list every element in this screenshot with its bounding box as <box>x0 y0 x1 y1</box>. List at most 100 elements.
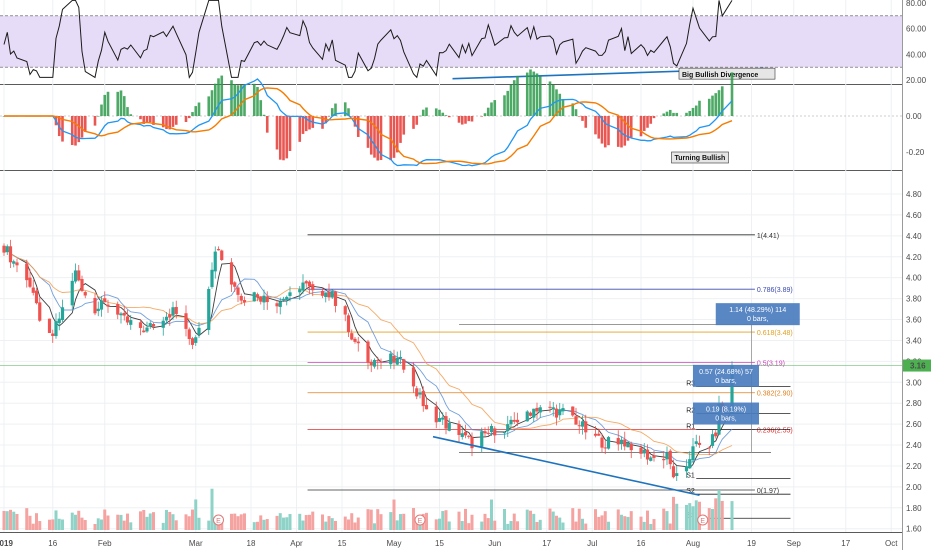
macd-histogram-bar <box>191 112 194 116</box>
candle-body <box>463 431 468 436</box>
volume-bar <box>93 523 97 530</box>
candle-body <box>233 282 237 287</box>
macd-histogram-bar <box>308 116 311 130</box>
volume-bar <box>600 515 604 530</box>
candle-body <box>262 295 266 303</box>
volume-bar <box>122 520 126 530</box>
macd-histogram-bar <box>503 95 506 116</box>
volume-bar <box>486 518 490 530</box>
volume-bar <box>577 508 581 530</box>
time-tick-label: 17 <box>542 539 551 548</box>
time-tick-label: 16 <box>48 539 57 548</box>
candle-body <box>8 246 13 263</box>
candle-body <box>252 292 256 302</box>
macd-histogram-bar <box>298 116 302 142</box>
candle-body <box>171 307 175 316</box>
volume-bar <box>301 520 305 530</box>
candle-body <box>460 433 464 437</box>
candle-body <box>714 432 718 437</box>
volume-bar <box>152 512 155 530</box>
macd-histogram-bar <box>730 72 734 116</box>
volume-bar <box>675 503 679 530</box>
macd-tick-label: -0.20 <box>906 148 925 157</box>
macd-histogram-bar <box>460 116 464 125</box>
time-tick-label: May <box>386 539 401 548</box>
volume-bar <box>236 516 240 530</box>
candle-body <box>639 447 643 454</box>
volume-bar <box>447 521 451 530</box>
price-tick-label: 3.00 <box>906 378 922 387</box>
candle-body <box>603 447 607 449</box>
macd-histogram-bar <box>275 116 279 150</box>
macd-histogram-bar <box>174 116 178 125</box>
volume-bar <box>470 514 474 530</box>
earnings-marker <box>213 514 224 526</box>
macd-histogram-bar <box>665 111 669 116</box>
macd-histogram-bar <box>444 115 448 116</box>
volume-bar <box>330 518 334 530</box>
macd-histogram-bar <box>691 107 695 116</box>
wedge-trendline <box>432 435 700 497</box>
macd-histogram-bar <box>577 116 581 117</box>
fib-label: 0.236(2.55) <box>757 427 793 434</box>
candle-body <box>259 296 263 302</box>
signal-line <box>4 87 733 165</box>
candle-body <box>2 245 6 253</box>
price-tick-label: 4.40 <box>906 232 922 241</box>
macd-histogram-bar <box>100 104 103 116</box>
volume-bar <box>350 513 354 530</box>
price-tick-label: 2.60 <box>906 420 922 429</box>
candle-body <box>467 435 471 437</box>
volume-bar <box>324 521 328 530</box>
time-tick-label: 15 <box>338 539 347 548</box>
macd-histogram-bar <box>535 73 539 116</box>
volume-bar <box>80 517 84 530</box>
candle-body <box>395 357 399 365</box>
volume-bar <box>441 511 445 530</box>
macd-histogram-bar <box>116 91 120 116</box>
candle-body <box>103 298 107 303</box>
candle-body <box>216 249 221 251</box>
rsi-tick-label: 20.00 <box>906 76 927 85</box>
macd-histogram-bar <box>538 76 542 116</box>
candle-body <box>558 409 562 416</box>
macd-histogram-bar <box>122 96 126 116</box>
candle-body <box>5 246 9 253</box>
volume-bar <box>70 512 74 530</box>
candle-body <box>366 341 370 363</box>
macd-histogram-bar <box>574 109 578 116</box>
candle-body <box>389 353 393 365</box>
volume-bar <box>321 514 324 530</box>
candle-body <box>662 458 666 461</box>
candle-body <box>421 390 425 407</box>
volume-bar <box>711 509 714 530</box>
macd-histogram-bar <box>213 83 217 116</box>
candle-body <box>392 355 396 363</box>
volume-bar <box>467 523 471 530</box>
candle-body <box>372 359 377 367</box>
candle-body <box>190 338 195 345</box>
candle-body <box>54 321 58 337</box>
candle-body <box>353 338 357 342</box>
candle-body <box>649 457 653 461</box>
time-tick-label: Sep <box>787 539 802 548</box>
price-tick-label: 3.60 <box>906 316 922 325</box>
fib-label: 0.786(3.89) <box>757 287 793 294</box>
volume-bar <box>629 511 633 530</box>
volume-bar <box>607 521 610 530</box>
candle-body <box>688 459 692 469</box>
candle-body <box>645 449 650 460</box>
candle-body <box>457 424 461 435</box>
volume-bar <box>412 508 415 530</box>
candle-body <box>15 262 19 266</box>
macd-histogram-bar <box>457 116 461 123</box>
candle-body <box>398 356 403 358</box>
volume-bar <box>493 520 497 530</box>
candle-body <box>278 301 282 307</box>
candle-body <box>437 418 442 422</box>
volume-bar <box>161 522 165 530</box>
macd-histogram-bar <box>649 116 653 124</box>
macd-histogram-bar <box>220 75 224 116</box>
